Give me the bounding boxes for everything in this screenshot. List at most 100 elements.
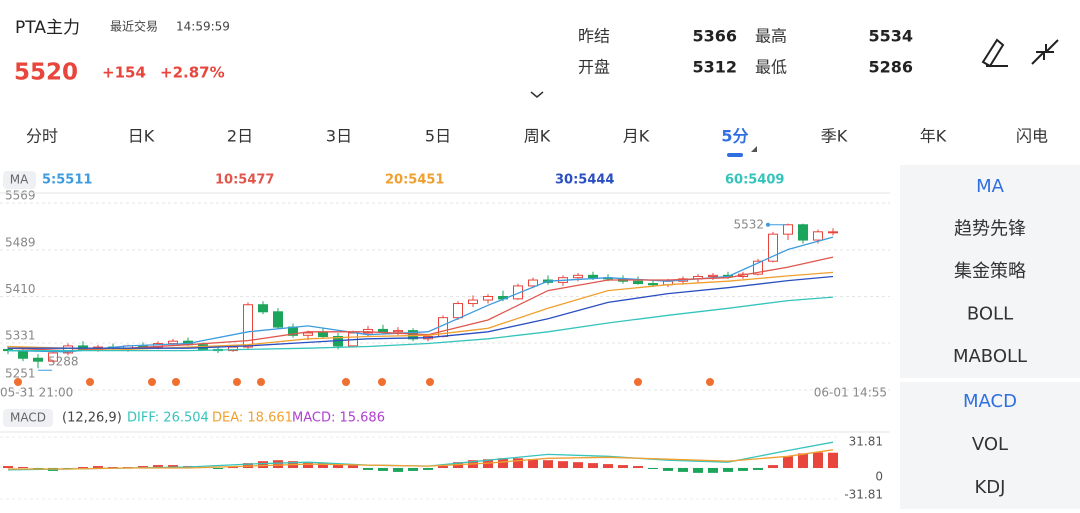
candle-body <box>573 274 583 279</box>
tab[interactable]: 月K <box>623 127 650 146</box>
macd-bar <box>153 465 163 468</box>
indicator-option[interactable]: 集金策略 <box>954 261 1026 282</box>
stat-value: 5534 <box>868 27 913 46</box>
indicator-name: MA <box>10 173 29 187</box>
macd-bar <box>273 460 283 468</box>
tab[interactable]: 日K <box>128 127 155 146</box>
candle-body <box>33 357 43 362</box>
tab-caret <box>751 146 757 152</box>
candle-body <box>318 332 328 337</box>
draw-icon[interactable] <box>981 38 1008 68</box>
macd-bar <box>693 468 703 473</box>
candle-body <box>393 330 403 333</box>
candle-body <box>168 340 178 345</box>
expand-chevron[interactable] <box>530 91 544 98</box>
indicator-option[interactable]: 趋势先锋 <box>954 219 1026 240</box>
y-tick-label: 31.81 <box>849 435 883 449</box>
stat-label: 开盘 <box>578 58 610 77</box>
macd-bar <box>18 467 28 469</box>
ma-line <box>8 275 834 349</box>
tab[interactable]: 分时 <box>26 127 58 146</box>
macd-bar <box>93 466 103 468</box>
tab[interactable]: 周K <box>524 127 551 146</box>
ma-badge[interactable] <box>3 171 36 189</box>
candle-body <box>48 352 58 362</box>
x-label: 06-01 14:55 <box>814 386 887 400</box>
ma-legend: 30:5444 <box>555 173 614 188</box>
candle-body <box>798 224 808 241</box>
candle-body <box>468 299 478 305</box>
macd-bar <box>513 458 523 468</box>
candle-body <box>813 231 823 241</box>
macd-bar <box>258 461 268 468</box>
macd-bar <box>528 459 538 468</box>
indicator-name: MACD <box>10 411 46 425</box>
macd-bar <box>618 465 628 468</box>
y-tick-label: 5489 <box>5 236 36 250</box>
tab[interactable]: 5日 <box>425 127 451 146</box>
time-label: 最近交易 <box>110 19 158 34</box>
macd-bar <box>408 468 418 471</box>
indicator-option[interactable]: MA <box>976 176 1005 197</box>
candle-body <box>513 285 523 300</box>
tab[interactable]: 2日 <box>227 127 253 146</box>
x-label: 05-31 21:00 <box>0 386 73 400</box>
tab[interactable]: 年K <box>920 127 947 146</box>
ma-line <box>8 296 834 352</box>
candle-body <box>633 280 643 285</box>
macd-bar <box>708 468 718 473</box>
stat-value: 5312 <box>692 58 737 77</box>
macd-bar <box>738 468 748 471</box>
ma-legend: 10:5477 <box>215 173 274 188</box>
macd-bar <box>438 466 448 468</box>
collapse-icon[interactable] <box>1031 39 1059 65</box>
indicator-option[interactable]: MACD <box>963 391 1017 412</box>
tab[interactable]: 3日 <box>326 127 352 146</box>
indicator-option[interactable]: VOL <box>972 434 1008 455</box>
macd-bar <box>423 468 433 470</box>
candle-body <box>648 283 658 286</box>
stat-label: 昨结 <box>578 27 610 46</box>
tab[interactable]: 季K <box>821 127 848 146</box>
stat-label: 最低 <box>755 58 787 77</box>
macd-bar <box>603 464 613 468</box>
signal-dots <box>14 378 714 386</box>
price: 5520 <box>14 60 78 86</box>
macd-bar <box>228 467 238 469</box>
indicator-option[interactable]: MABOLL <box>953 346 1027 367</box>
macd-bar <box>348 465 358 468</box>
macd-bar <box>108 467 118 469</box>
indicator-option[interactable]: KDJ <box>975 477 1006 498</box>
change-pct: +2.87% <box>160 64 225 82</box>
macd-legend: DIFF: 26.504 <box>127 411 209 426</box>
candle-body <box>258 304 268 313</box>
macd-bar <box>138 466 148 468</box>
min-label: 5288 <box>48 355 79 369</box>
macd-bar <box>648 468 658 469</box>
indicator-option[interactable]: BOLL <box>967 304 1013 325</box>
max-label: 5532 <box>733 217 764 231</box>
candle-body <box>18 350 28 359</box>
candle-body <box>63 345 73 354</box>
macd-bar <box>828 452 838 468</box>
macd-badge[interactable] <box>3 409 53 427</box>
tab[interactable]: 5分 <box>721 127 748 146</box>
candle-body <box>243 304 253 348</box>
y-tick-label: 5410 <box>5 282 36 296</box>
macd-legend: DEA: 18.661 <box>212 411 293 426</box>
tab[interactable]: 闪电 <box>1016 127 1048 146</box>
macd-bar <box>168 465 178 468</box>
macd-bar <box>558 461 568 468</box>
y-tick-label: 5251 <box>5 367 36 381</box>
candle-body <box>453 303 463 319</box>
tab-indicator <box>727 153 743 157</box>
ma-legend: 60:5409 <box>725 173 784 188</box>
side-panel <box>900 165 1080 509</box>
y-tick-label: -31.81 <box>844 488 883 502</box>
macd-bar <box>78 467 88 469</box>
ma-legend: 20:5451 <box>385 173 444 188</box>
macd-legend: MACD: 15.686 <box>292 411 385 426</box>
macd-bar <box>393 468 403 472</box>
